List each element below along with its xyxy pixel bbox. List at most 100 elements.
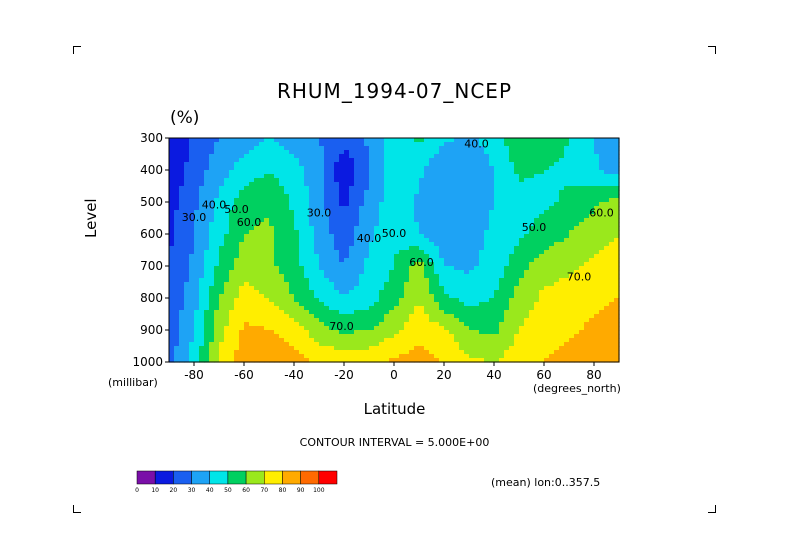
contour-fill-cell (429, 298, 435, 303)
contour-fill-cell (279, 298, 285, 303)
contour-fill-cell (414, 282, 420, 287)
contour-fill-cell (424, 266, 430, 271)
contour-fill-cell (469, 258, 475, 263)
contour-fill-cell (419, 222, 425, 227)
contour-fill-cell (384, 338, 390, 343)
contour-fill-cell (339, 210, 345, 215)
contour-fill-cell (514, 226, 520, 231)
contour-fill-cell (249, 294, 255, 299)
contour-fill-cell (549, 290, 555, 295)
contour-fill-cell (204, 162, 210, 167)
contour-fill-cell (249, 350, 255, 355)
contour-fill-cell (569, 158, 575, 163)
contour-fill-cell (344, 274, 350, 279)
contour-fill-cell (389, 218, 395, 223)
contour-fill-cell (524, 354, 530, 359)
contour-fill-cell (374, 190, 380, 195)
contour-fill-cell (199, 250, 205, 255)
contour-fill-cell (389, 354, 395, 359)
contour-fill-cell (594, 330, 600, 335)
contour-fill-cell (469, 278, 475, 283)
contour-fill-cell (189, 238, 195, 243)
contour-fill-cell (354, 210, 360, 215)
contour-fill-cell (369, 146, 375, 151)
contour-fill-cell (444, 150, 450, 155)
contour-fill-cell (364, 258, 370, 263)
contour-fill-cell (594, 334, 600, 339)
contour-fill-cell (504, 262, 510, 267)
contour-fill-cell (469, 318, 475, 323)
contour-fill-cell (299, 330, 305, 335)
contour-fill-cell (479, 266, 485, 271)
contour-fill-cell (464, 330, 470, 335)
contour-fill-cell (244, 170, 250, 175)
contour-fill-cell (429, 218, 435, 223)
contour-fill-cell (264, 266, 270, 271)
contour-fill-cell (539, 242, 545, 247)
contour-fill-cell (279, 214, 285, 219)
contour-fill-cell (449, 182, 455, 187)
contour-fill-cell (234, 170, 240, 175)
contour-fill-cell (259, 158, 265, 163)
contour-fill-cell (524, 266, 530, 271)
contour-fill-cell (274, 342, 280, 347)
contour-fill-cell (389, 198, 395, 203)
contour-fill-cell (264, 162, 270, 167)
contour-fill-cell (509, 262, 515, 267)
contour-fill-cell (349, 230, 355, 235)
contour-fill-cell (239, 154, 245, 159)
contour-fill-cell (389, 154, 395, 159)
contour-fill-cell (404, 266, 410, 271)
contour-fill-cell (544, 214, 550, 219)
contour-fill-cell (369, 266, 375, 271)
contour-fill-cell (604, 194, 610, 199)
contour-fill-cell (519, 158, 525, 163)
contour-fill-cell (349, 174, 355, 179)
contour-fill-cell (269, 322, 275, 327)
contour-fill-cell (574, 254, 580, 259)
contour-fill-cell (209, 178, 215, 183)
contour-fill-cell (364, 290, 370, 295)
contour-fill-cell (194, 338, 200, 343)
contour-fill-cell (344, 286, 350, 291)
contour-fill-cell (259, 186, 265, 191)
contour-fill-cell (514, 242, 520, 247)
contour-fill-cell (339, 302, 345, 307)
contour-fill-cell (389, 338, 395, 343)
contour-fill-cell (494, 150, 500, 155)
contour-fill-cell (374, 178, 380, 183)
contour-fill-cell (224, 202, 230, 207)
contour-fill-cell (174, 254, 180, 259)
contour-fill-cell (429, 138, 435, 143)
contour-fill-cell (539, 198, 545, 203)
contour-fill-cell (574, 298, 580, 303)
contour-fill-cell (494, 242, 500, 247)
contour-fill-cell (294, 250, 300, 255)
contour-fill-cell (294, 246, 300, 251)
contour-fill-cell (294, 298, 300, 303)
contour-fill-cell (574, 146, 580, 151)
contour-fill-cell (424, 330, 430, 335)
contour-fill-cell (534, 174, 540, 179)
contour-fill-cell (179, 358, 185, 363)
contour-fill-cell (509, 266, 515, 271)
contour-fill-cell (244, 286, 250, 291)
contour-fill-cell (324, 278, 330, 283)
contour-fill-cell (499, 190, 505, 195)
contour-fill-cell (494, 306, 500, 311)
contour-fill-cell (504, 182, 510, 187)
contour-fill-cell (399, 322, 405, 327)
contour-fill-cell (569, 270, 575, 275)
contour-fill-cell (594, 218, 600, 223)
contour-fill-cell (454, 206, 460, 211)
contour-fill-cell (294, 202, 300, 207)
contour-fill-cell (419, 274, 425, 279)
contour-fill-cell (299, 326, 305, 331)
contour-fill-cell (604, 246, 610, 251)
contour-fill-cell (349, 198, 355, 203)
contour-fill-cell (599, 142, 605, 147)
contour-fill-cell (269, 190, 275, 195)
contour-fill-cell (599, 150, 605, 155)
contour-fill-cell (474, 322, 480, 327)
contour-fill-cell (524, 218, 530, 223)
